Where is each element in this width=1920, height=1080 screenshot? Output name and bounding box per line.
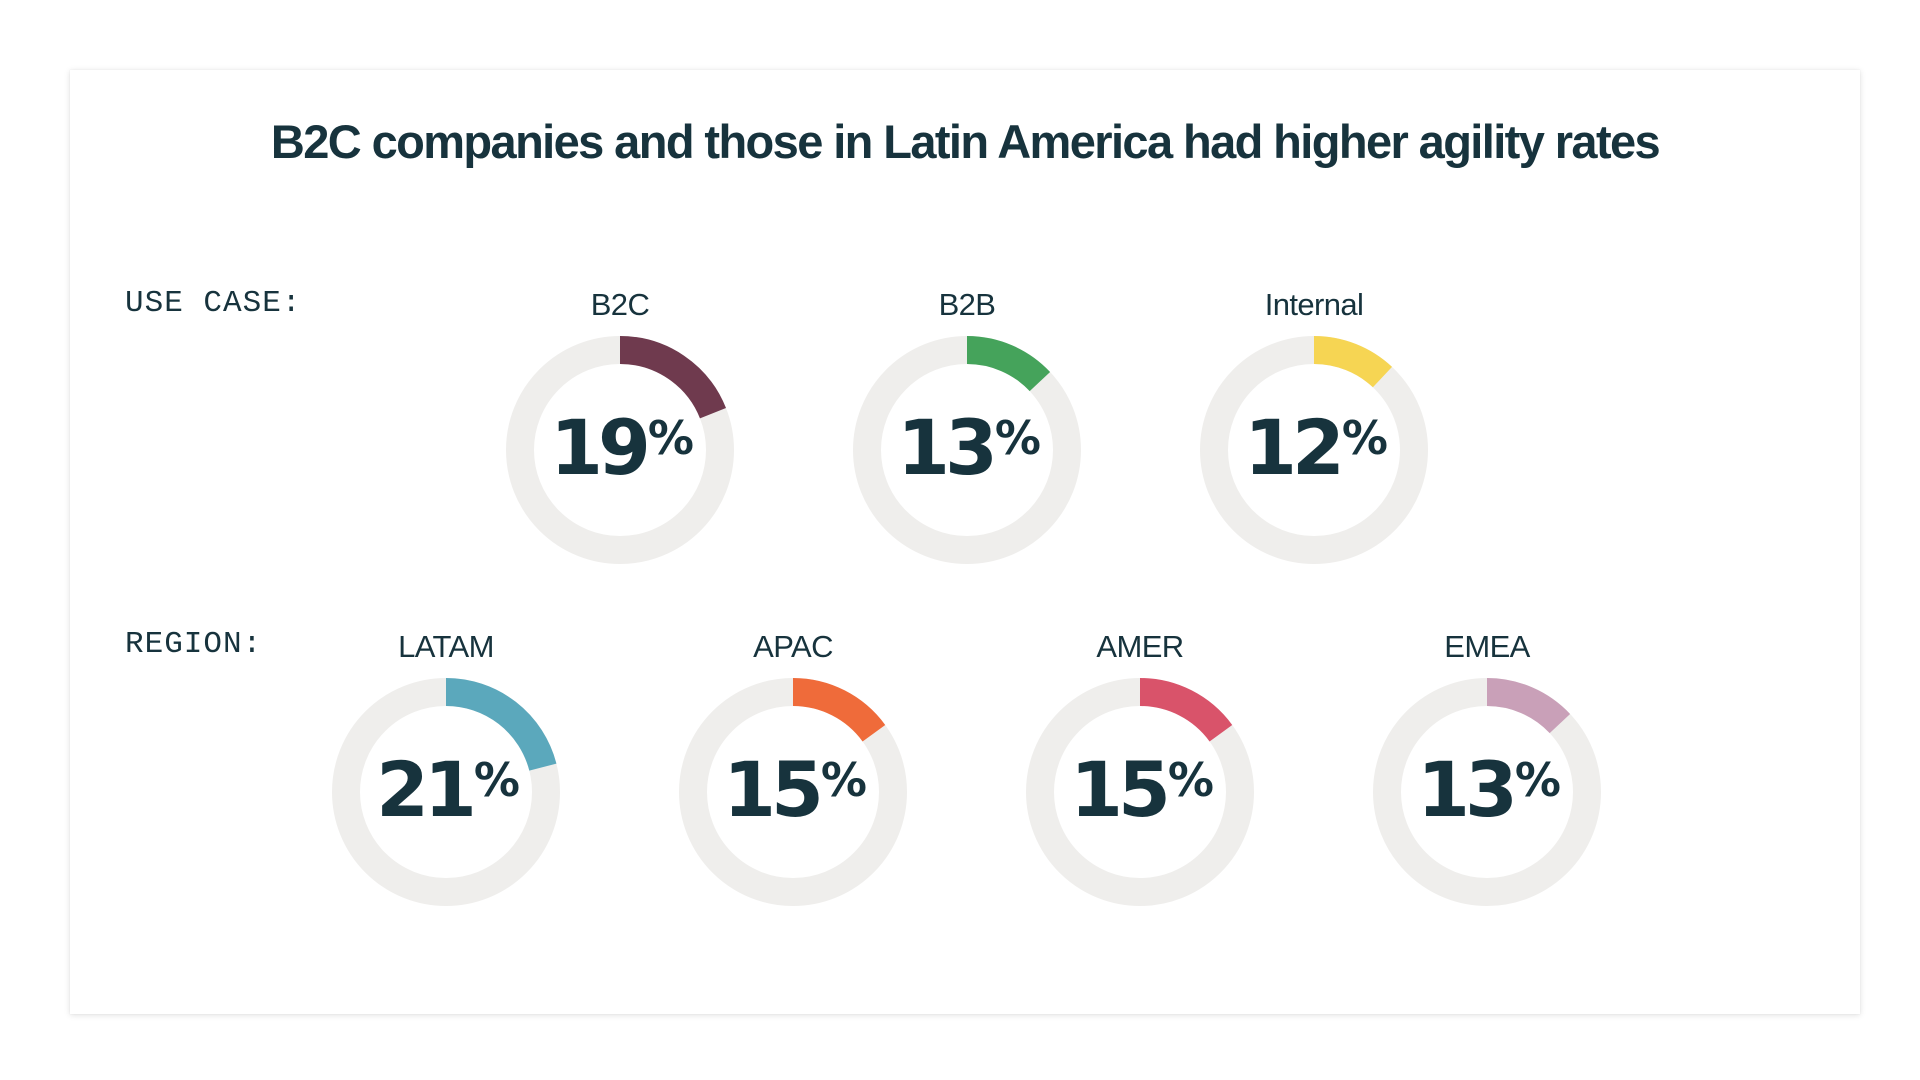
donut-arc-b2b xyxy=(966,336,1051,392)
donut-value-b2c: 19% xyxy=(550,403,694,492)
donut-label-internal: Internal xyxy=(1265,287,1364,322)
donut-label-emea: EMEA xyxy=(1444,629,1530,664)
donut-arc-apac xyxy=(792,678,886,742)
donut-value-b2b: 13% xyxy=(897,403,1041,492)
row-label-region: REGION: xyxy=(125,627,263,662)
donut-charts: B2C 19% B2B 13% Internal 12% LATAM 21% APAC 15% AM… xyxy=(332,287,1601,906)
donut-label-latam: LATAM xyxy=(398,629,494,664)
donut-value-latam: 21% xyxy=(376,745,520,834)
donut-arc-b2c xyxy=(619,336,726,419)
donut-value-amer: 15% xyxy=(1070,745,1214,834)
donut-arc-emea xyxy=(1486,678,1571,734)
row-label-use-case: USE CASE: xyxy=(125,286,302,321)
donut-label-b2b: B2B xyxy=(939,287,996,322)
donut-label-amer: AMER xyxy=(1096,629,1183,664)
donut-arc-internal xyxy=(1313,336,1393,388)
donut-value-internal: 12% xyxy=(1244,403,1388,492)
donut-label-apac: APAC xyxy=(753,629,833,664)
donut-arc-latam xyxy=(445,678,557,772)
donut-label-b2c: B2C xyxy=(591,287,650,322)
chart-title: B2C companies and those in Latin America… xyxy=(270,115,1661,168)
donut-value-apac: 15% xyxy=(723,745,867,834)
chart-card: B2C companies and those in Latin America… xyxy=(70,70,1860,1014)
donut-arc-amer xyxy=(1139,678,1233,742)
donut-value-emea: 13% xyxy=(1417,745,1561,834)
